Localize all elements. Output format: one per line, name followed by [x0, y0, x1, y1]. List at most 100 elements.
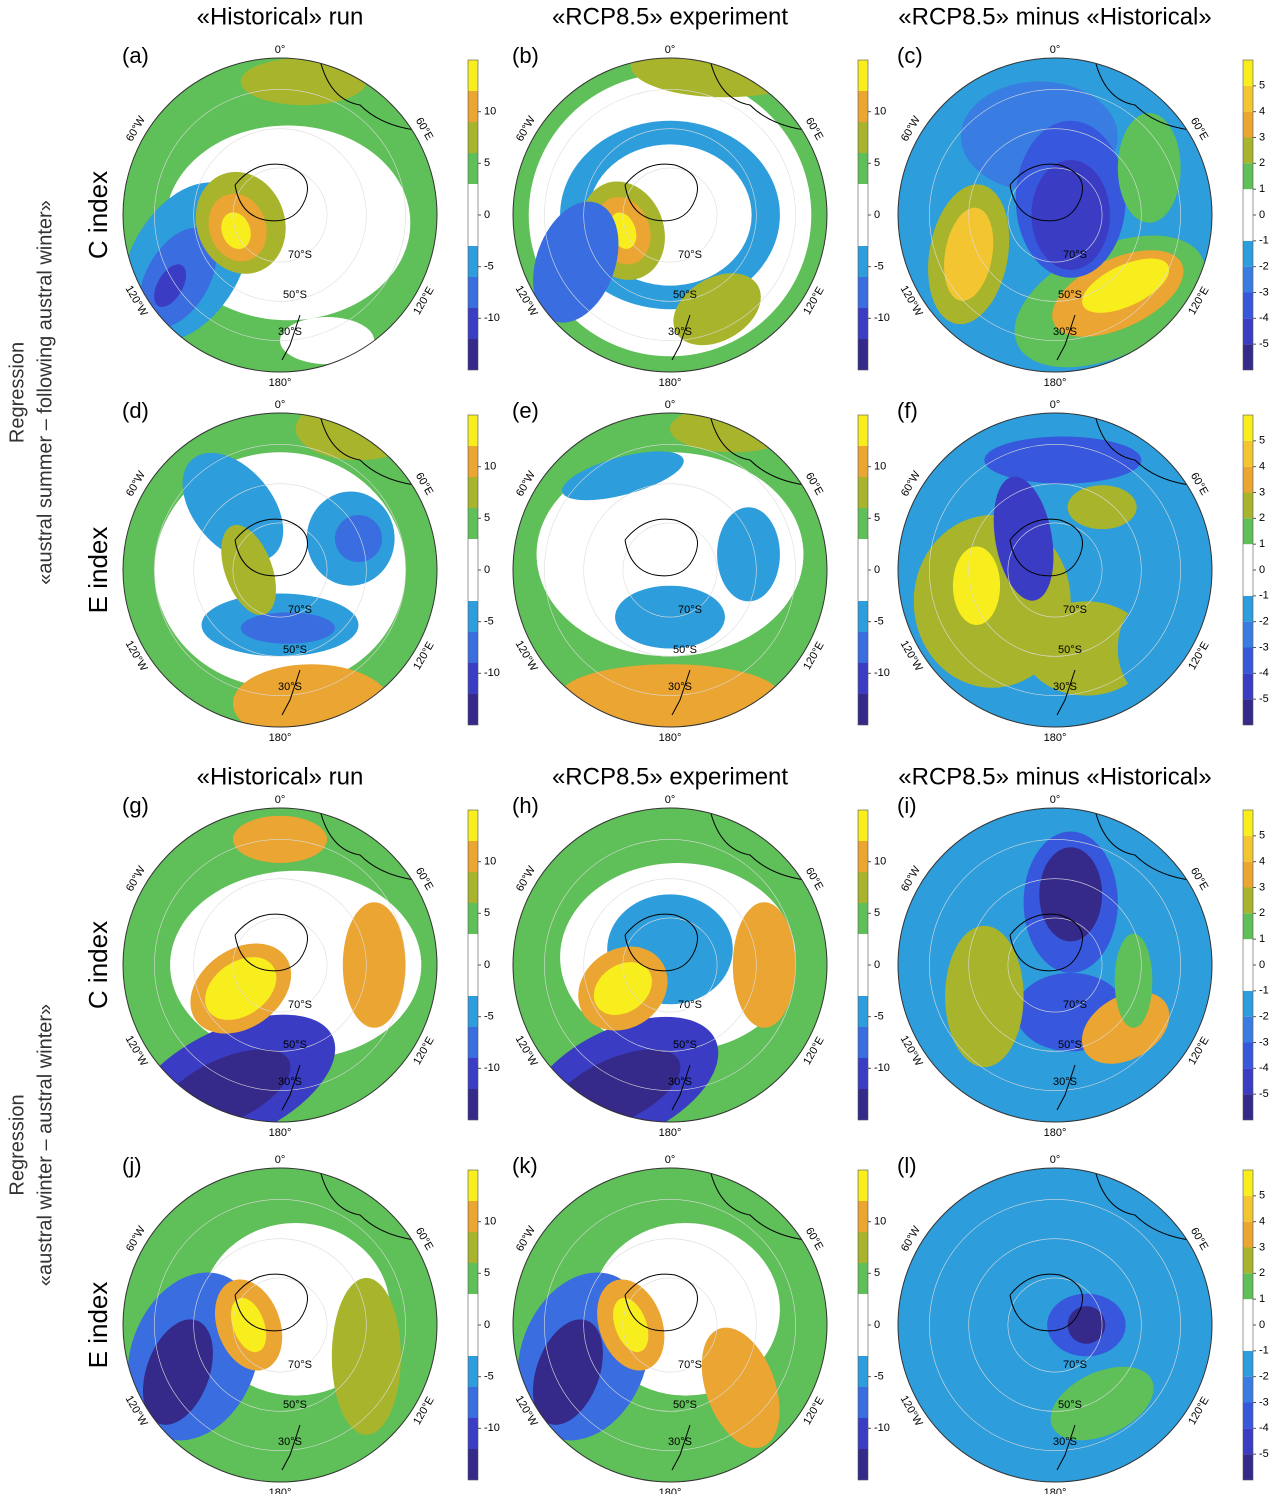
colorbar-band: [858, 508, 868, 539]
colorbar-band: [858, 153, 868, 184]
map-border: [122, 1167, 438, 1483]
graticule: [622, 522, 718, 618]
map-label: 70°S: [288, 249, 312, 261]
column-title: «RCP8.5» minus «Historical»: [898, 763, 1211, 790]
row-label: C index: [83, 921, 113, 1009]
colorbar-band: [1243, 810, 1253, 836]
colorbar-tick-label: 5: [1259, 1190, 1265, 1202]
field-contour: [205, 957, 277, 1020]
map-border: [512, 1167, 828, 1483]
colorbar-tick-label: 2: [1259, 1267, 1265, 1279]
colorbar-tick-label: -2: [1259, 616, 1269, 628]
graticule: [1007, 917, 1103, 1013]
colorbar-band: [1243, 1325, 1253, 1351]
map-border: [897, 57, 1213, 373]
map-label: 70°S: [678, 999, 702, 1011]
colorbar-tick-label: 2: [1259, 512, 1265, 524]
graticule: [544, 444, 796, 696]
row-label: C index: [83, 171, 113, 259]
coastline: [1009, 59, 1191, 361]
map-label: 30°S: [668, 1076, 692, 1088]
colorbar-band: [858, 308, 868, 339]
field-contour: [562, 451, 684, 501]
graticule: [583, 483, 757, 657]
colorbar-band: [858, 1027, 868, 1058]
graticule: [154, 1199, 406, 1451]
colorbar-band: [1243, 466, 1253, 493]
colorbar-tick-label: 0: [1259, 564, 1265, 576]
field-contour: [593, 962, 652, 1015]
map-border: [122, 807, 438, 1123]
field-contour: [533, 201, 619, 323]
colorbar-tick-label: -2: [1259, 1011, 1269, 1023]
colorbar-band: [1243, 137, 1253, 164]
colorbar-band: [858, 1449, 868, 1480]
map: [898, 413, 1212, 727]
colorbar-tick-label: -10: [874, 312, 890, 324]
map-label: 30°S: [278, 1436, 302, 1448]
map-label: 50°S: [1058, 289, 1082, 301]
colorbar-tick-label: -4: [1259, 1062, 1269, 1074]
field-contour: [154, 264, 187, 307]
map-label: 0°: [665, 1154, 676, 1166]
field-contour: [142, 1319, 213, 1425]
map-label: 30°S: [668, 1436, 692, 1448]
colorbar-tick-label: 4: [1259, 106, 1265, 118]
map-label: 30°S: [1053, 1076, 1077, 1088]
graticule: [1007, 167, 1103, 263]
map-label: 180°: [659, 732, 682, 744]
field-contour: [232, 664, 390, 727]
panel-label: (h): [512, 793, 539, 818]
field-contour: [536, 452, 804, 657]
map-label: 70°S: [288, 999, 312, 1011]
colorbar-tick-label: 4: [1259, 461, 1265, 473]
panel-label: (j): [122, 1153, 142, 1178]
colorbar-tick-label: -4: [1259, 1422, 1269, 1434]
colorbar-tick-label: -10: [874, 1422, 890, 1434]
colorbar-tick-label: -2: [1259, 261, 1269, 273]
colorbar-band: [858, 539, 868, 570]
colorbar-band: [468, 184, 478, 215]
map-label: 0°: [1050, 794, 1061, 806]
colorbar-band: [858, 841, 868, 872]
colorbar-band: [1243, 1195, 1253, 1222]
colorbar-tick-label: 0: [874, 1319, 880, 1331]
colorbar-tick-label: 5: [1259, 435, 1265, 447]
colorbar-band: [1243, 215, 1253, 241]
colorbar-band: [858, 663, 868, 694]
colorbar-band: [858, 1387, 868, 1418]
coastline: [624, 414, 806, 716]
colorbar-band: [1243, 85, 1253, 112]
field-contour: [1117, 112, 1181, 223]
map: [513, 808, 827, 1122]
colorbar-tick-label: -1: [1259, 235, 1269, 247]
colorbar-band: [1243, 189, 1253, 215]
map-label: 0°: [275, 44, 286, 56]
column-title: «Historical» run: [197, 763, 364, 790]
colorbar-tick-label: 0: [484, 959, 490, 971]
colorbar-band: [858, 810, 868, 841]
colorbar-band: [468, 277, 478, 308]
map-label: 30°S: [278, 681, 302, 693]
colorbar-band: [468, 1418, 478, 1449]
colorbar-band: [468, 632, 478, 663]
field-contour: [952, 546, 1001, 625]
map-label: 180°: [1044, 732, 1067, 744]
colorbar-band: [1243, 266, 1253, 293]
colorbar-band: [1243, 1221, 1253, 1248]
graticule: [968, 128, 1142, 302]
graticule: [193, 483, 367, 657]
colorbar-tick-label: -5: [874, 1011, 884, 1023]
colorbar-band: [858, 1356, 868, 1387]
graticule: [154, 839, 406, 1091]
colorbar-band: [858, 601, 868, 632]
field-contour: [909, 1280, 1013, 1432]
map-label: 50°S: [1058, 644, 1082, 656]
colorbar-tick-label: -10: [874, 667, 890, 679]
graticule: [929, 89, 1181, 341]
colorbar-band: [858, 934, 868, 965]
colorbar-band: [1243, 1428, 1253, 1455]
colorbar-band: [1243, 913, 1253, 940]
coastline: [234, 1169, 416, 1471]
colorbar-tick-label: 3: [1259, 881, 1265, 893]
